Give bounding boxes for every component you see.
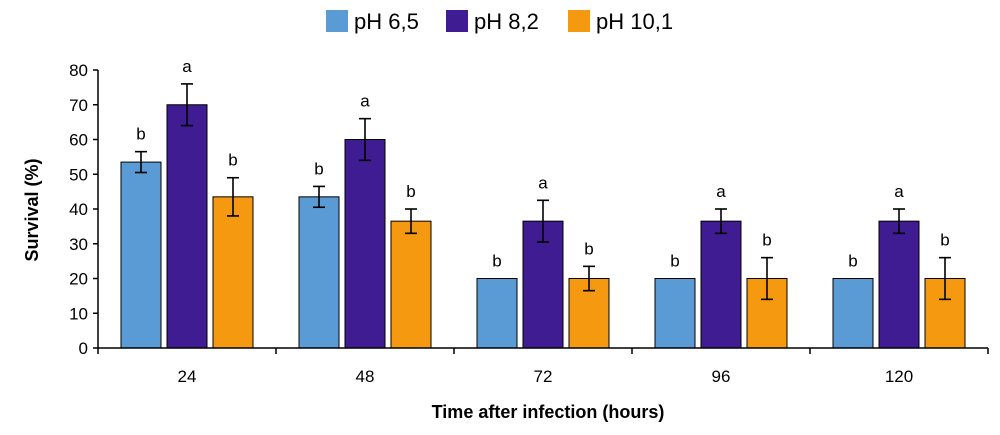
y-tick-label: 80 (69, 61, 88, 80)
x-tick-label: 96 (712, 367, 731, 386)
legend-label: pH 10,1 (596, 9, 673, 34)
y-tick-label: 10 (69, 304, 88, 323)
bar (654, 278, 696, 349)
significance-label: b (848, 252, 857, 271)
significance-label: b (762, 231, 771, 250)
bar (832, 278, 874, 349)
y-tick-label: 60 (69, 131, 88, 150)
significance-label: a (894, 182, 904, 201)
bar (476, 278, 518, 349)
significance-label: b (670, 252, 679, 271)
legend-swatch (446, 10, 468, 32)
bar (212, 196, 254, 349)
bars-layer: b b b b b a a a a a b b b b b (120, 57, 966, 349)
significance-label: b (314, 159, 323, 178)
y-tick-label: 50 (69, 165, 88, 184)
y-tick-label: 40 (69, 200, 88, 219)
bar (700, 220, 742, 349)
bar (166, 104, 208, 349)
legend: pH 6,5 pH 8,2 pH 10,1 (326, 9, 673, 34)
x-tick-label: 120 (885, 367, 913, 386)
axes-layer: 0 10 20 30 40 50 60 70 80 24 48 72 96 120 (69, 61, 989, 386)
legend-label: pH 6,5 (354, 9, 419, 34)
x-tick-label: 24 (178, 367, 197, 386)
y-axis-title: Survival (%) (22, 158, 42, 261)
bar (344, 139, 386, 349)
legend-swatch (568, 10, 590, 32)
y-tick-label: 30 (69, 235, 88, 254)
legend-label: pH 8,2 (474, 9, 539, 34)
x-tick-label: 72 (534, 367, 553, 386)
significance-label: b (228, 151, 237, 170)
significance-label: a (360, 92, 370, 111)
bar (298, 196, 340, 349)
significance-label: a (182, 57, 192, 76)
significance-label: a (716, 182, 726, 201)
significance-label: b (492, 252, 501, 271)
bar (390, 220, 432, 349)
x-tick-label: 48 (356, 367, 375, 386)
bar (878, 220, 920, 349)
significance-label: b (136, 125, 145, 144)
y-tick-label: 0 (79, 339, 88, 358)
bar (120, 161, 162, 349)
significance-label: a (538, 173, 548, 192)
y-tick-label: 20 (69, 270, 88, 289)
y-tick-label: 70 (69, 96, 88, 115)
significance-label: b (940, 231, 949, 250)
x-axis-title: Time after infection (hours) (432, 402, 665, 422)
legend-swatch (326, 10, 348, 32)
significance-label: b (584, 239, 593, 258)
significance-label: b (406, 182, 415, 201)
